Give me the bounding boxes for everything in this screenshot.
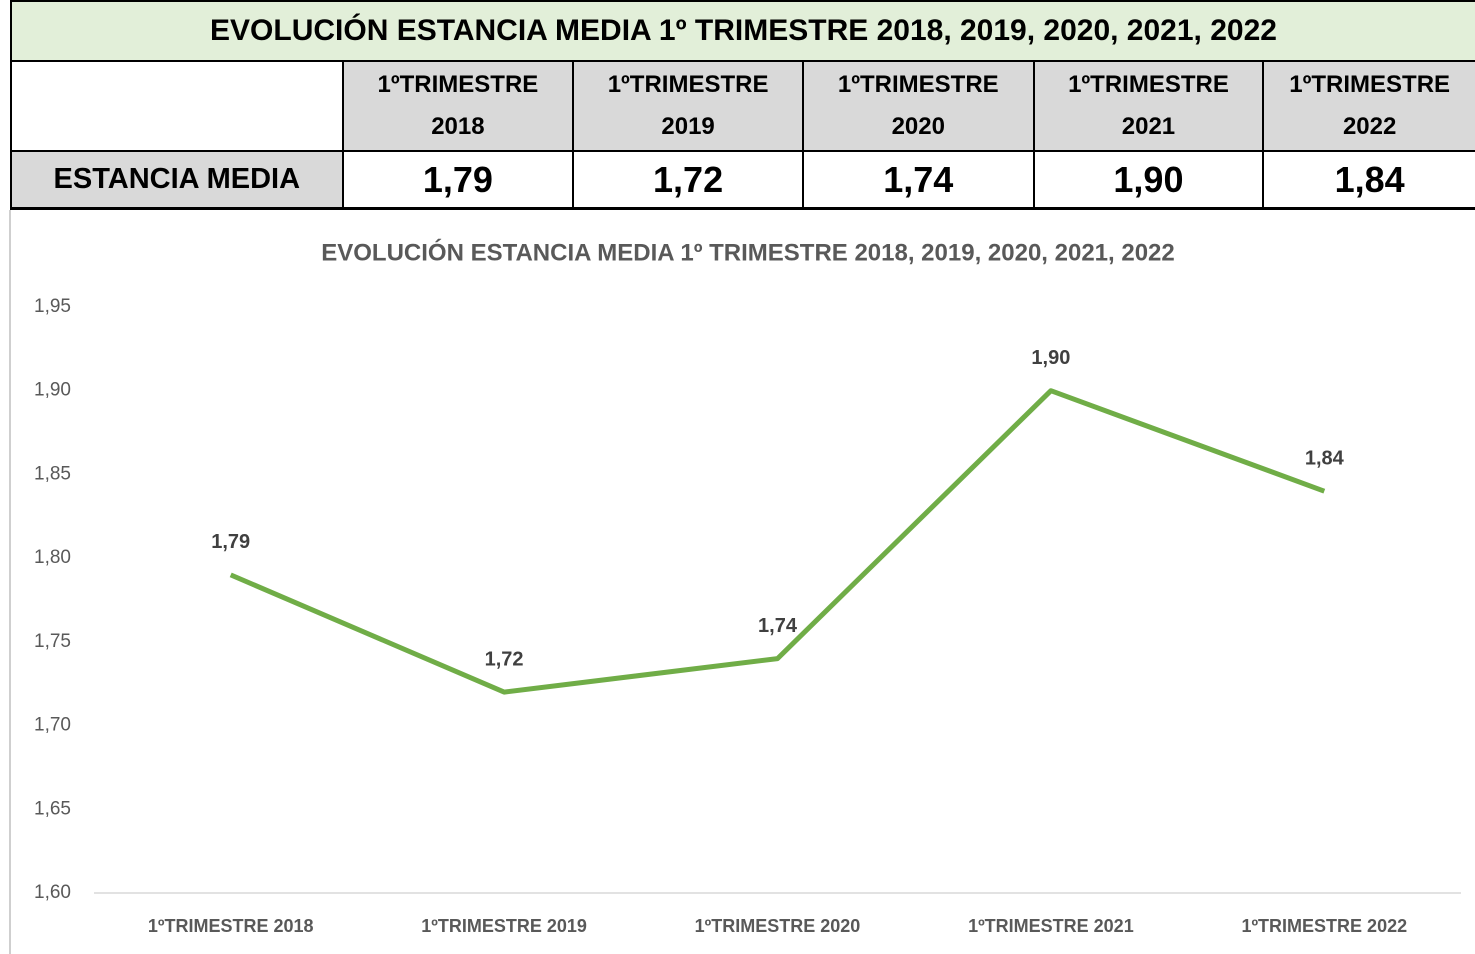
- value-row: ESTANCIA MEDIA 1,79 1,72 1,74 1,90 1,84: [10, 152, 1475, 210]
- x-tick-label: 1ºTRIMESTRE 2020: [695, 916, 861, 936]
- x-tick-label: 1ºTRIMESTRE 2018: [148, 916, 314, 936]
- header-row: 1ºTRIMESTRE 2018 1ºTRIMESTRE 2019 1ºTRIMESTR…: [10, 62, 1475, 152]
- y-tick-label: 1,90: [34, 380, 71, 401]
- header-line: 2022: [1342, 113, 1397, 140]
- value-cell: 1,72: [574, 152, 804, 207]
- header-cell: 1ºTRIMESTRE 2019: [574, 62, 804, 150]
- line-series: [229, 388, 1326, 695]
- x-tick-label: 1ºTRIMESTRE 2022: [1241, 916, 1407, 936]
- y-tick-label: 1,70: [34, 715, 71, 736]
- header-line: 1ºTRIMESTRE: [1289, 71, 1451, 98]
- x-tick-label: 1ºTRIMESTRE 2021: [968, 916, 1134, 936]
- header-line: 2021: [1121, 113, 1176, 140]
- value-cell: 1,74: [804, 152, 1035, 207]
- chart-title: EVOLUCIÓN ESTANCIA MEDIA 1º TRIMESTRE 20…: [321, 238, 1175, 266]
- header-cell: 1ºTRIMESTRE 2020: [803, 62, 1035, 150]
- row-label: ESTANCIA MEDIA: [12, 152, 344, 207]
- value-cell: 1,79: [344, 152, 575, 207]
- data-label: 1,90: [1031, 347, 1070, 369]
- header-cell: 1ºTRIMESTRE 2022: [1264, 62, 1475, 150]
- y-tick-label: 1,95: [34, 296, 71, 317]
- header-cell: 1ºTRIMESTRE 2021: [1034, 62, 1265, 150]
- data-label: 1,72: [485, 648, 524, 670]
- value-cell: 1,84: [1334, 158, 1405, 200]
- header-line: 1ºTRIMESTRE: [607, 71, 769, 98]
- header-line: 2019: [661, 113, 715, 140]
- summary-table: EVOLUCIÓN ESTANCIA MEDIA 1º TRIMESTRE 20…: [10, 0, 1475, 210]
- header-cell: 1ºTRIMESTRE 2018: [343, 62, 575, 150]
- header-line: 1ºTRIMESTRE: [837, 71, 999, 98]
- table-title: EVOLUCIÓN ESTANCIA MEDIA 1º TRIMESTRE 20…: [10, 0, 1475, 62]
- value-cell: 1,90: [1035, 152, 1265, 207]
- y-tick-label: 1,75: [34, 631, 71, 652]
- header-line: 2018: [431, 113, 485, 140]
- data-label: 1,84: [1305, 447, 1345, 469]
- x-tick-label: 1ºTRIMESTRE 2019: [421, 916, 587, 936]
- data-label: 1,74: [758, 615, 798, 637]
- header-line: 1ºTRIMESTRE: [1068, 71, 1229, 98]
- data-label: 1,79: [211, 531, 250, 553]
- header-line: 1ºTRIMESTRE: [377, 71, 539, 98]
- header-line: 2020: [891, 113, 945, 140]
- header-blank: [12, 62, 344, 150]
- y-tick-label: 1,80: [34, 547, 71, 568]
- y-tick-label: 1,85: [34, 463, 71, 484]
- y-tick-label: 1,65: [34, 798, 71, 819]
- y-tick-label: 1,60: [34, 882, 71, 903]
